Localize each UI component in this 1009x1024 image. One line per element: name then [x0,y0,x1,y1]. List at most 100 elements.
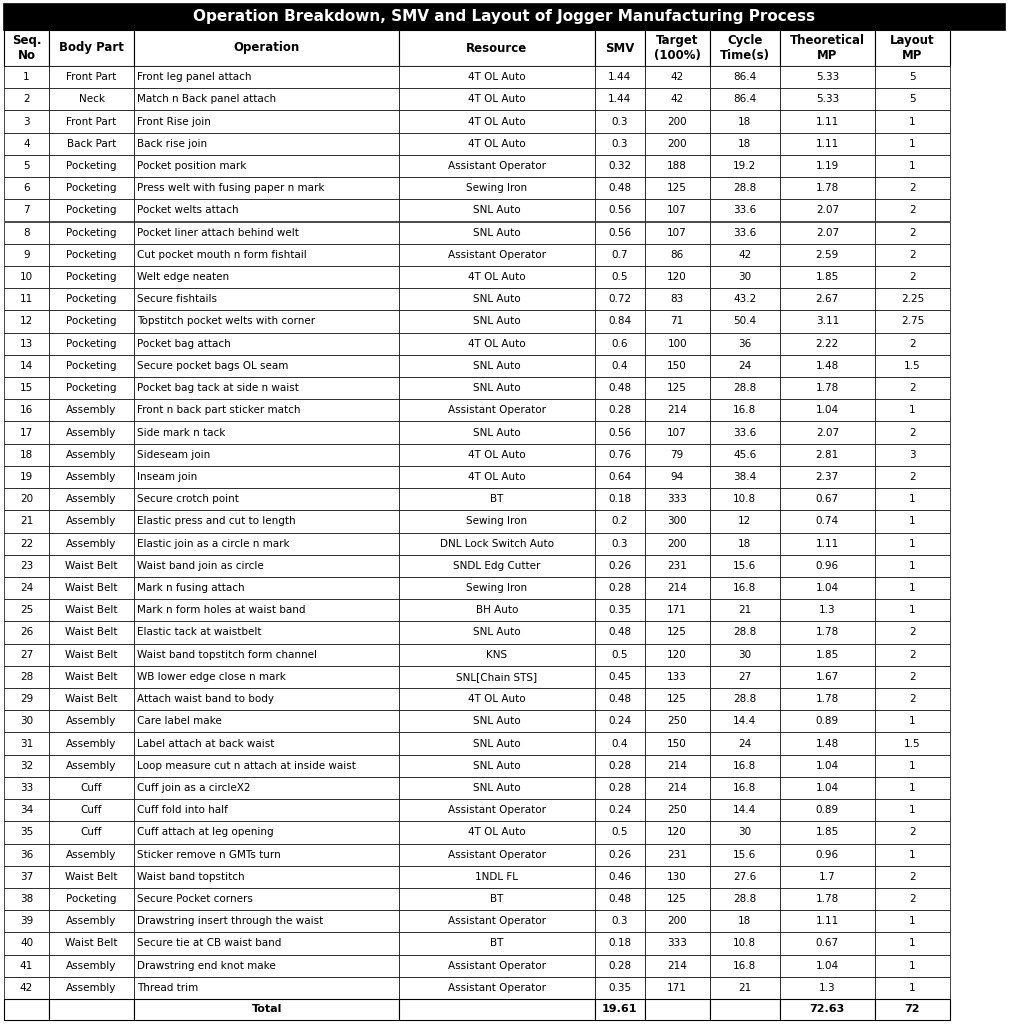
Text: 28.8: 28.8 [734,694,757,705]
Bar [4,111,49,133]
Bar [645,488,709,510]
Text: 16.8: 16.8 [734,583,757,593]
Text: Pocket bag tack at side n waist: Pocket bag tack at side n waist [137,383,299,393]
Bar [780,266,875,288]
Bar [875,688,949,711]
Bar [134,643,400,666]
Bar [875,488,949,510]
Text: 1.04: 1.04 [815,761,838,771]
Bar [400,354,594,377]
Bar [709,844,780,865]
Text: Drawstring end knot make: Drawstring end knot make [137,961,275,971]
Text: 13: 13 [20,339,33,349]
Text: 1: 1 [909,916,916,927]
Bar [709,133,780,155]
Text: 1: 1 [909,406,916,416]
Bar [4,66,49,88]
Text: 1.3: 1.3 [819,983,835,993]
Bar [709,354,780,377]
Bar [780,865,875,888]
Text: 0.89: 0.89 [815,717,838,726]
Text: 2: 2 [909,227,916,238]
Text: 43.2: 43.2 [734,294,757,304]
Text: 0.28: 0.28 [608,406,632,416]
Text: 1.78: 1.78 [815,628,838,638]
Bar [780,888,875,910]
Text: Waist Belt: Waist Belt [66,583,118,593]
Bar [780,711,875,732]
Text: 36: 36 [739,339,752,349]
Text: 2: 2 [909,894,916,904]
Text: Sewing Iron: Sewing Iron [466,183,528,194]
Bar [780,155,875,177]
Bar [4,910,49,933]
Text: 36: 36 [20,850,33,859]
Bar [875,333,949,354]
Bar [594,799,645,821]
Bar [875,66,949,88]
Bar [645,155,709,177]
Text: 1: 1 [909,783,916,793]
Text: Neck: Neck [79,94,105,104]
Bar [875,310,949,333]
Bar [780,844,875,865]
Bar [49,399,134,422]
Bar [709,266,780,288]
Text: 42: 42 [739,250,752,260]
Text: 4T OL Auto: 4T OL Auto [468,450,526,460]
Text: 214: 214 [667,961,687,971]
Text: 0.48: 0.48 [608,894,632,904]
Bar [780,599,875,622]
Text: 0.48: 0.48 [608,383,632,393]
Text: 1: 1 [909,539,916,549]
Text: 45.6: 45.6 [734,450,757,460]
Text: 1.04: 1.04 [815,783,838,793]
Bar [4,933,49,954]
Text: 0.84: 0.84 [608,316,632,327]
Text: SNL Auto: SNL Auto [473,628,521,638]
Bar [709,333,780,354]
Text: BT: BT [490,938,503,948]
Text: 28.8: 28.8 [734,383,757,393]
Text: Pocketing: Pocketing [67,161,117,171]
Text: Pocketing: Pocketing [67,316,117,327]
Bar [780,622,875,643]
Text: 28.8: 28.8 [734,183,757,194]
Bar [4,844,49,865]
Text: Operation: Operation [234,42,300,54]
Text: Press welt with fusing paper n mark: Press welt with fusing paper n mark [137,183,325,194]
Text: Pocketing: Pocketing [67,183,117,194]
Text: 125: 125 [667,183,687,194]
Text: Back Part: Back Part [67,138,116,148]
Text: 214: 214 [667,583,687,593]
Text: 1.85: 1.85 [815,649,838,659]
Text: 0.96: 0.96 [815,850,838,859]
Text: 107: 107 [667,206,687,215]
Text: 38.4: 38.4 [734,472,757,482]
Bar [875,354,949,377]
Text: Pocketing: Pocketing [67,294,117,304]
Text: SNL Auto: SNL Auto [473,428,521,437]
Bar [4,954,49,977]
Bar [4,377,49,399]
Text: 1.04: 1.04 [815,583,838,593]
Text: 15.6: 15.6 [734,850,757,859]
Bar [134,377,400,399]
Bar [780,377,875,399]
Bar [4,422,49,443]
Bar [134,577,400,599]
Text: 12: 12 [739,516,752,526]
Text: Inseam join: Inseam join [137,472,198,482]
Bar [400,977,594,999]
Bar [645,422,709,443]
Text: Cycle
Time(s): Cycle Time(s) [719,34,770,62]
Bar [4,599,49,622]
Bar [780,977,875,999]
Bar [780,30,875,66]
Bar [709,155,780,177]
Bar [709,177,780,200]
Bar [645,555,709,577]
Bar [645,443,709,466]
Text: 79: 79 [671,450,684,460]
Text: 4T OL Auto: 4T OL Auto [468,117,526,127]
